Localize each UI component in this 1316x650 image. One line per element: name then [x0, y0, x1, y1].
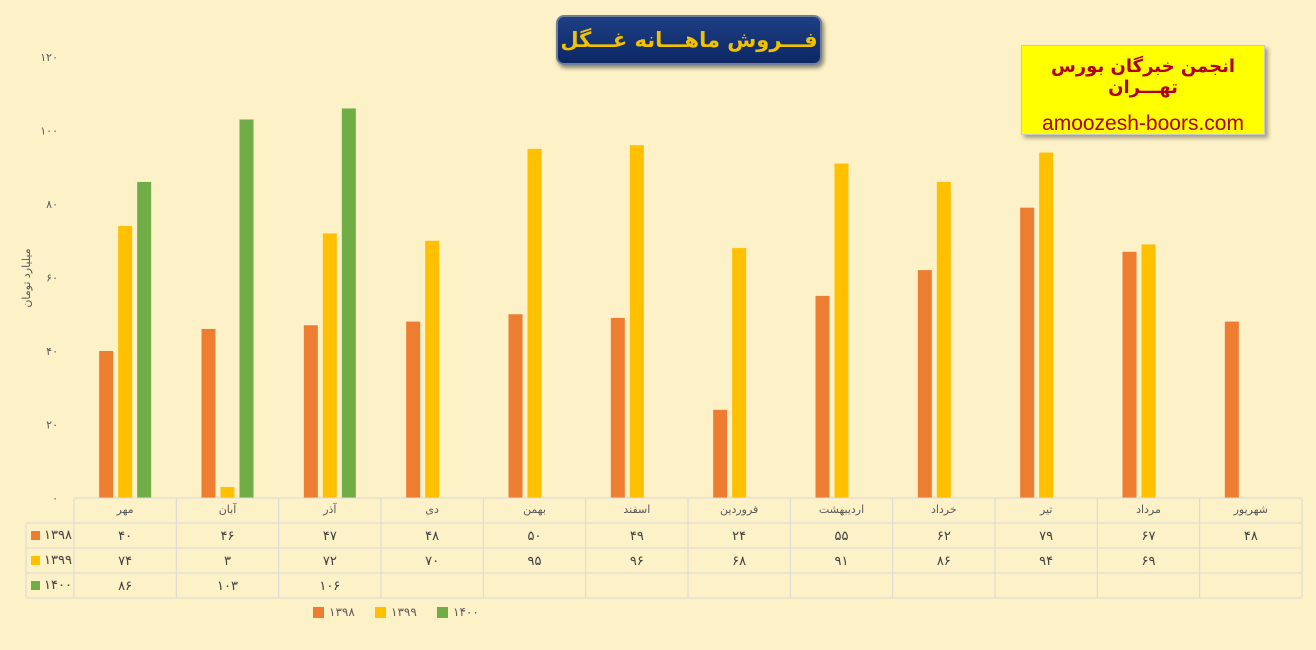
data-label: ۴۶: [221, 529, 235, 544]
bar: [917, 270, 932, 498]
data-label: ۱۰۳: [217, 579, 238, 594]
bar: [201, 328, 216, 498]
category-label: بهمن: [523, 503, 546, 516]
data-label: ۷۰: [425, 554, 439, 569]
data-label: ۹۵: [528, 554, 542, 569]
category-label: اردیبهشت: [819, 503, 864, 516]
data-label: ۴۰: [118, 529, 132, 544]
data-label: ۷۴: [118, 554, 132, 569]
bar: [610, 317, 625, 498]
data-label: ۹۱: [835, 554, 849, 569]
data-label: ۸۶: [118, 579, 132, 594]
brand-url: amoozesh-boors.com: [1042, 112, 1244, 135]
y-tick-label: ۸۰: [46, 198, 58, 211]
bar: [713, 409, 728, 498]
bar: [341, 108, 356, 498]
y-tick-label: ۱۲۰: [40, 51, 58, 64]
table-legend-key: [31, 581, 40, 590]
y-tick-label: ۴۰: [46, 345, 58, 358]
data-label: ۵۰: [528, 529, 542, 544]
category-label: مهر: [116, 503, 134, 516]
bar: [322, 233, 337, 498]
table-series-name: ۱۴۰۰: [44, 578, 72, 593]
bar: [239, 119, 254, 498]
table-legend-key: [31, 531, 40, 540]
category-label: مرداد: [1136, 503, 1161, 516]
bar: [303, 325, 318, 498]
y-tick-label: ۰: [52, 492, 58, 505]
bar: [1020, 207, 1035, 499]
y-tick-label: ۲۰: [46, 419, 58, 432]
bar: [527, 148, 542, 498]
category-label: تیر: [1039, 503, 1052, 516]
brand-name: انجمن خبرگان بورس تهـــران: [1050, 56, 1236, 98]
data-label: ۴۹: [630, 529, 644, 544]
category-label: شهریور: [1233, 503, 1268, 516]
y-tick-label: ۶۰: [46, 272, 58, 285]
bar: [1039, 152, 1054, 499]
bar: [1141, 244, 1156, 498]
bar: [732, 248, 747, 498]
y-axis-label: میلیارد تومان: [20, 248, 33, 307]
chart-title: فـــروش ماهـــانه غـــگل: [556, 15, 822, 65]
bar: [629, 145, 644, 498]
table-series-name: ۱۳۹۹: [44, 553, 72, 568]
category-label: آبان: [219, 502, 237, 516]
data-label: ۷۲: [323, 554, 337, 569]
legend-swatch: [313, 607, 324, 618]
table-legend-key: [31, 556, 40, 565]
data-label: ۲۴: [732, 529, 746, 544]
data-label: ۷۹: [1039, 529, 1053, 544]
bar: [118, 226, 133, 499]
category-label: دی: [425, 503, 439, 516]
bar: [137, 181, 152, 498]
data-label: ۹۴: [1039, 554, 1053, 569]
data-label: ۳: [224, 554, 231, 569]
legend-swatch: [437, 607, 448, 618]
bar: [834, 163, 849, 498]
bar: [425, 240, 440, 498]
legend-swatch: [375, 607, 386, 618]
data-label: ۹۶: [630, 554, 644, 569]
legend-label: ۱۳۹۹: [391, 605, 417, 619]
bar: [99, 351, 114, 498]
bar: [936, 181, 951, 498]
bar: [508, 314, 523, 498]
legend-label: ۱۴۰۰: [453, 605, 479, 619]
legend-label: ۱۳۹۸: [329, 605, 355, 619]
bar: [220, 486, 235, 498]
data-label: ۵۵: [835, 529, 849, 544]
category-label: خرداد: [931, 503, 957, 516]
bar: [815, 295, 830, 498]
data-label: ۶۲: [937, 529, 951, 544]
data-label: ۱۰۶: [319, 579, 340, 594]
data-label: ۶۸: [732, 554, 746, 569]
data-label: ۴۷: [323, 529, 337, 544]
data-label: ۸۶: [937, 554, 951, 569]
data-label: ۴۸: [1244, 529, 1258, 544]
data-label: ۴۸: [425, 529, 439, 544]
table-series-name: ۱۳۹۸: [44, 528, 72, 543]
category-label: اسفند: [623, 503, 650, 516]
data-label: ۶۹: [1142, 554, 1156, 569]
category-label: آذر: [322, 502, 337, 516]
data-label: ۶۷: [1142, 529, 1156, 544]
bar: [1122, 251, 1137, 498]
brand-box: انجمن خبرگان بورس تهـــران amoozesh-boor…: [1021, 45, 1265, 135]
bar: [1224, 321, 1239, 498]
bar: [406, 321, 421, 498]
category-label: فروردین: [720, 503, 758, 516]
y-tick-label: ۱۰۰: [40, 125, 58, 138]
